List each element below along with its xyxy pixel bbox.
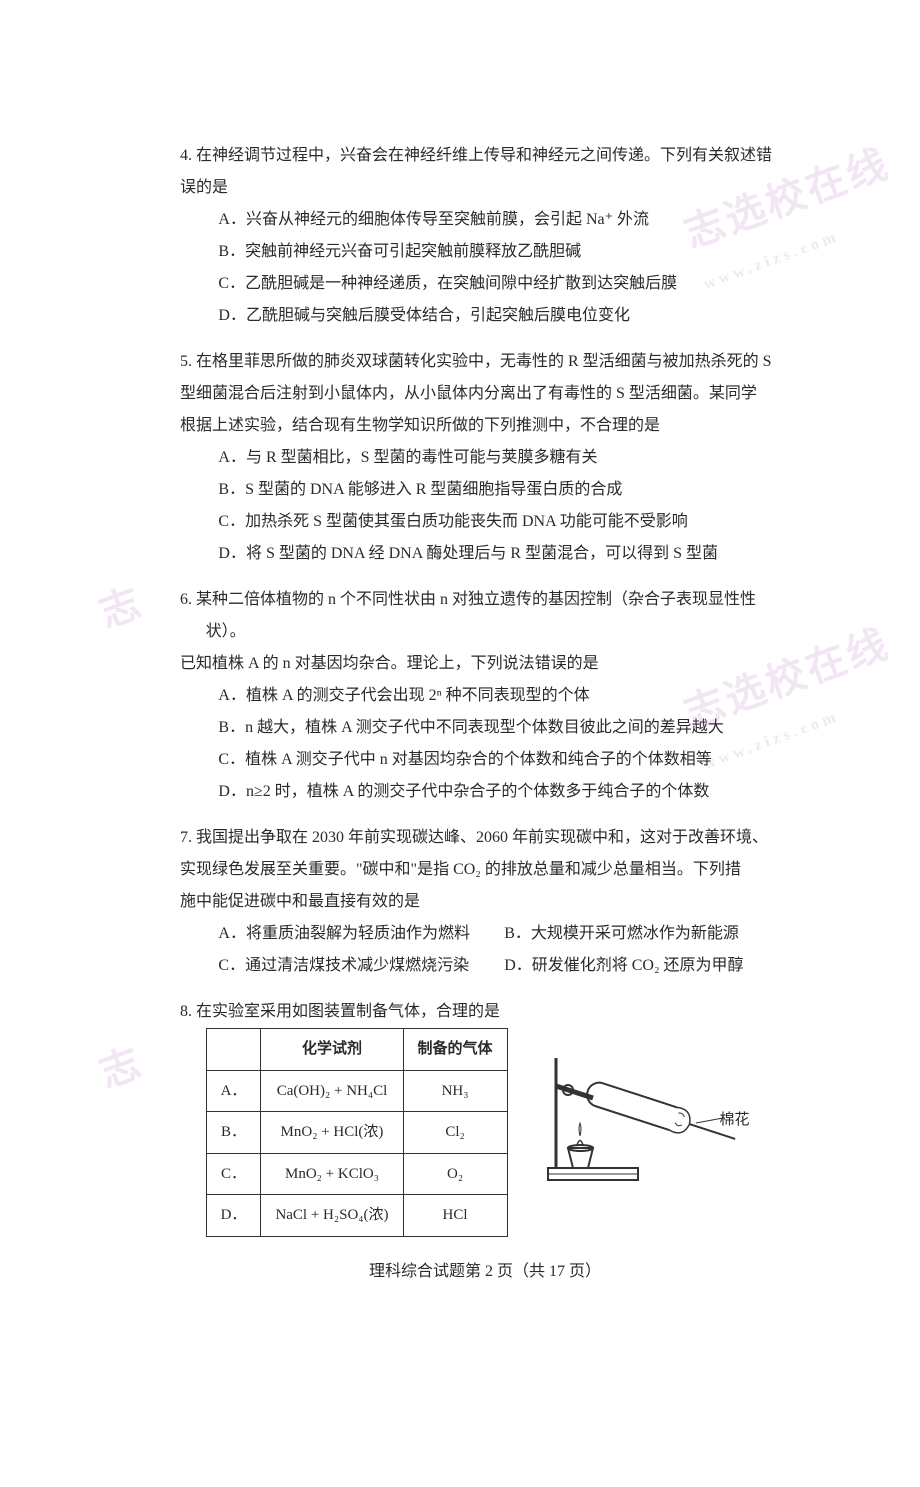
option-c: C．植株 A 测交子代中 n 对基因均杂合的个体数和纯合子的个体数相等 xyxy=(218,744,790,776)
option-list: A．植株 A 的测交子代会出现 2ⁿ 种不同表现型的个体 B．n 越大，植株 A… xyxy=(180,680,790,808)
stem-line: 已知植株 A 的 n 对基因均杂合。理论上，下列说法错误的是 xyxy=(206,648,790,680)
row-gas: Cl₂ xyxy=(403,1112,507,1154)
question-number: 5. xyxy=(180,353,192,370)
option-a: A．将重质油裂解为轻质油作为燃料 xyxy=(218,918,504,950)
row-reagent: NaCl + H₂SO₄(浓) xyxy=(261,1195,403,1237)
question-number: 7. xyxy=(180,829,192,846)
page-footer: 理科综合试题第 2 页（共 17 页） xyxy=(180,1257,790,1287)
row-reagent: MnO₂ + HCl(浓) xyxy=(261,1112,403,1154)
table-head-blank xyxy=(206,1029,261,1071)
stem-line: 施中能促进碳中和最直接有效的是 xyxy=(206,886,790,918)
option-c: C．乙酰胆碱是一种神经递质，在突触间隙中经扩散到达突触后膜 xyxy=(218,268,790,300)
question-number: 4. xyxy=(180,147,192,164)
stem-line: 在格里菲思所做的肺炎双球菌转化实验中，无毒性的 R 型活细菌与被加热杀死的 S xyxy=(196,353,772,370)
option-b: B．S 型菌的 DNA 能够进入 R 型菌细胞指导蛋白质的合成 xyxy=(218,474,790,506)
option-d: D．研发催化剂将 CO₂ 还原为甲醇 xyxy=(504,950,790,982)
row-label: A． xyxy=(206,1070,261,1112)
stem-line: 在神经调节过程中，兴奋会在神经纤维上传导和神经元之间传递。下列有关叙述错 xyxy=(196,147,772,164)
exam-page: 志选校在线 www.zizs.com 志 志选校在线 www.zizs.com … xyxy=(0,0,920,1487)
option-list: A．与 R 型菌相比，S 型菌的毒性可能与荚膜多糖有关 B．S 型菌的 DNA … xyxy=(180,442,790,570)
option-d: D．n≥2 时，植株 A 的测交子代中杂合子的个体数多于纯合子的个体数 xyxy=(218,776,790,808)
watermark-bl: 志 xyxy=(88,1025,154,1111)
question-5: 5. 在格里菲思所做的肺炎双球菌转化实验中，无毒性的 R 型活细菌与被加热杀死的… xyxy=(180,346,790,570)
table-row: C． MnO₂ + KClO₃ O₂ xyxy=(206,1153,507,1195)
option-a: A．与 R 型菌相比，S 型菌的毒性可能与荚膜多糖有关 xyxy=(218,442,790,474)
option-list: A．兴奋从神经元的细胞体传导至突触前膜，会引起 Na⁺ 外流 B．突触前神经元兴… xyxy=(180,204,790,332)
option-c: C．通过清洁煤技术减少煤燃烧污染 xyxy=(218,950,504,982)
table-row: A． Ca(OH)₂ + NH₄Cl NH₃ xyxy=(206,1070,507,1112)
option-b: B．n 越大，植株 A 测交子代中不同表现型个体数目彼此之间的差异越大 xyxy=(218,712,790,744)
question-7: 7. 我国提出争取在 2030 年前实现碳达峰、2060 年前实现碳中和，这对于… xyxy=(180,822,790,982)
table-head-reagent: 化学试剂 xyxy=(261,1029,403,1071)
table-row: D． NaCl + H₂SO₄(浓) HCl xyxy=(206,1195,507,1237)
row-gas: NH₃ xyxy=(403,1070,507,1112)
question-stem: 5. 在格里菲思所做的肺炎双球菌转化实验中，无毒性的 R 型活细菌与被加热杀死的… xyxy=(180,346,790,442)
row-reagent: Ca(OH)₂ + NH₄Cl xyxy=(261,1070,403,1112)
row-label: B． xyxy=(206,1112,261,1154)
table-row: 化学试剂 制备的气体 xyxy=(206,1029,507,1071)
watermark-text: 志 xyxy=(93,1039,149,1096)
question-number: 8. xyxy=(180,1003,192,1020)
stem-line: 误的是 xyxy=(206,172,790,204)
option-b: B．大规模开采可燃冰作为新能源 xyxy=(504,918,790,950)
option-list: A．将重质油裂解为轻质油作为燃料 B．大规模开采可燃冰作为新能源 C．通过清洁煤… xyxy=(180,918,790,982)
stem-line: 根据上述实验，结合现有生物学知识所做的下列推测中，不合理的是 xyxy=(206,410,790,442)
question-stem: 8. 在实验室采用如图装置制备气体，合理的是 xyxy=(180,996,790,1028)
option-a: A．植株 A 的测交子代会出现 2ⁿ 种不同表现型的个体 xyxy=(218,680,790,712)
row-gas: O₂ xyxy=(403,1153,507,1195)
row-reagent: MnO₂ + KClO₃ xyxy=(261,1153,403,1195)
table-head-gas: 制备的气体 xyxy=(403,1029,507,1071)
stem-line: 某种二倍体植物的 n 个不同性状由 n 对独立遗传的基因控制（杂合子表现显性性状… xyxy=(196,591,756,640)
table-row: B． MnO₂ + HCl(浓) Cl₂ xyxy=(206,1112,507,1154)
question-number: 6. xyxy=(180,591,192,608)
diagram-cotton-label: 棉花 xyxy=(720,1106,750,1135)
watermark-ml: 志 xyxy=(88,565,154,651)
question-stem: 4. 在神经调节过程中，兴奋会在神经纤维上传导和神经元之间传递。下列有关叙述错 … xyxy=(180,140,790,204)
option-d: D．将 S 型菌的 DNA 经 DNA 酶处理后与 R 型菌混合，可以得到 S … xyxy=(218,538,790,570)
stem-line: 型细菌混合后注射到小鼠体内，从小鼠体内分离出了有毒性的 S 型活细菌。某同学 xyxy=(206,378,790,410)
row-label: D． xyxy=(206,1195,261,1237)
row-label: C． xyxy=(206,1153,261,1195)
option-d: D．乙酰胆碱与突触后膜受体结合，引起突触后膜电位变化 xyxy=(218,300,790,332)
question-8: 8. 在实验室采用如图装置制备气体，合理的是 化学试剂 制备的气体 A． Ca(… xyxy=(180,996,790,1237)
stem-line: 我国提出争取在 2030 年前实现碳达峰、2060 年前实现碳中和，这对于改善环… xyxy=(196,829,768,846)
option-a: A．兴奋从神经元的细胞体传导至突触前膜，会引起 Na⁺ 外流 xyxy=(218,204,790,236)
stem-line: 在实验室采用如图装置制备气体，合理的是 xyxy=(196,1003,500,1020)
reagent-table: 化学试剂 制备的气体 A． Ca(OH)₂ + NH₄Cl NH₃ B． MnO… xyxy=(206,1028,508,1237)
watermark-text: 志 xyxy=(93,579,149,636)
apparatus-diagram: 棉花 xyxy=(538,1028,758,1199)
stem-line: 实现绿色发展至关重要。"碳中和"是指 CO₂ 的排放总量和减少总量相当。下列措 xyxy=(206,854,790,886)
row-gas: HCl xyxy=(403,1195,507,1237)
question-stem: 6. 某种二倍体植物的 n 个不同性状由 n 对独立遗传的基因控制（杂合子表现显… xyxy=(180,584,790,680)
question-stem: 7. 我国提出争取在 2030 年前实现碳达峰、2060 年前实现碳中和，这对于… xyxy=(180,822,790,918)
q8-content-row: 化学试剂 制备的气体 A． Ca(OH)₂ + NH₄Cl NH₃ B． MnO… xyxy=(180,1028,790,1237)
question-4: 4. 在神经调节过程中，兴奋会在神经纤维上传导和神经元之间传递。下列有关叙述错 … xyxy=(180,140,790,332)
option-c: C．加热杀死 S 型菌使其蛋白质功能丧失而 DNA 功能可能不受影响 xyxy=(218,506,790,538)
option-b: B．突触前神经元兴奋可引起突触前膜释放乙酰胆碱 xyxy=(218,236,790,268)
question-6: 6. 某种二倍体植物的 n 个不同性状由 n 对独立遗传的基因控制（杂合子表现显… xyxy=(180,584,790,808)
